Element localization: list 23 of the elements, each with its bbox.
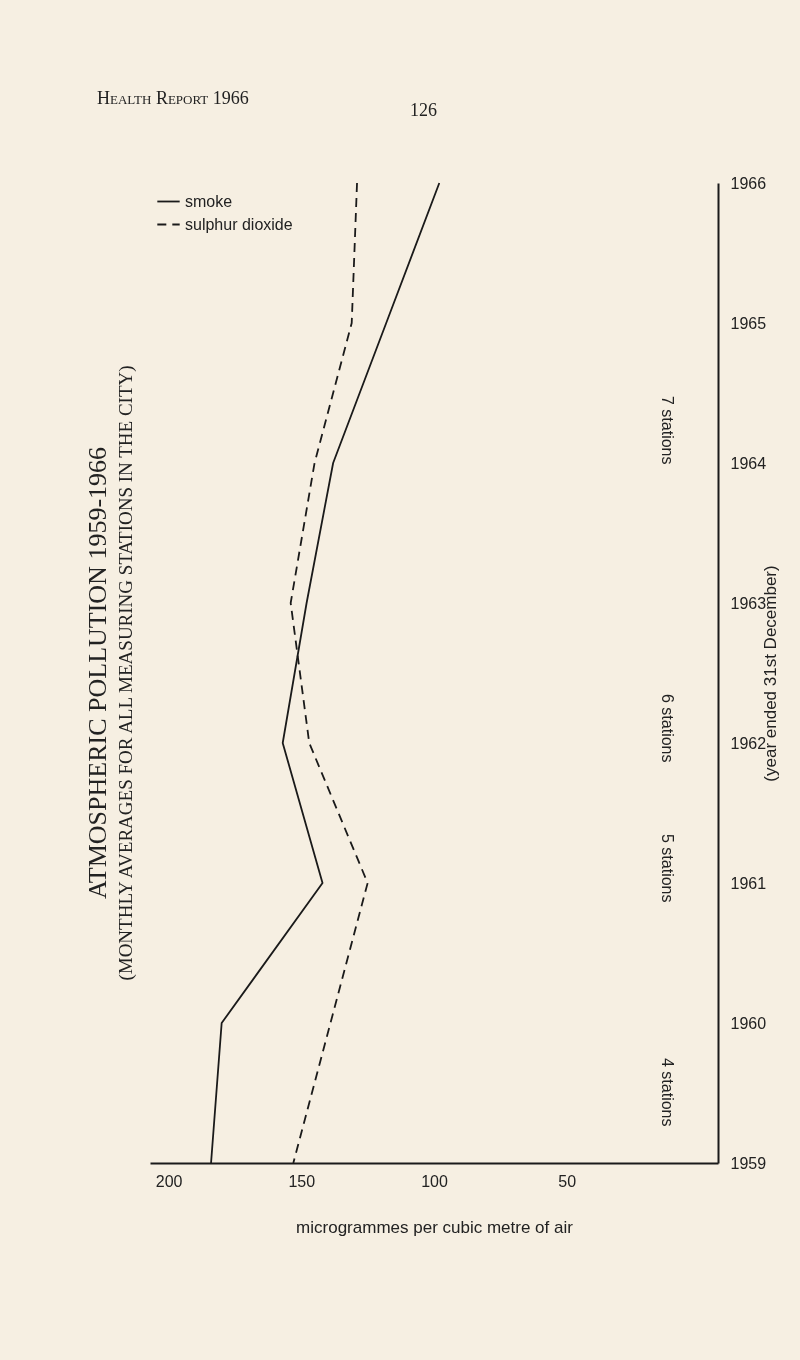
legend-label: sulphur dioxide <box>185 215 293 233</box>
y-tick-label: 1960 <box>730 1014 767 1032</box>
x-tick-label: 150 <box>288 1172 316 1190</box>
x-tick-label: 200 <box>155 1172 183 1190</box>
y-tick-label: 1963 <box>730 594 767 612</box>
text: ATMOSPHERIC POLLUTION 1959-1966 <box>83 446 112 900</box>
x-tick-label: 50 <box>558 1172 577 1190</box>
annotation: 7 stations <box>658 396 676 465</box>
y-tick-label: 1965 <box>730 314 767 332</box>
y-tick-label: 1962 <box>730 734 767 752</box>
text: Health Report 1966 <box>97 88 249 109</box>
x-tick-label: 100 <box>421 1172 448 1190</box>
x-axis-title: microgrammes per cubic metre of air <box>296 1217 574 1237</box>
annotation: 6 stations <box>658 694 676 763</box>
y-tick-label: 1961 <box>730 874 767 892</box>
y-tick-label: 1959 <box>730 1154 767 1172</box>
y-tick-label: 1964 <box>730 454 767 472</box>
text: (MONTHLY AVERAGES FOR ALL MEASURING STATIONS IN THE CITY) <box>115 365 137 981</box>
text: 126 <box>410 100 437 121</box>
y-tick-label: 1966 <box>730 174 767 192</box>
annotation: 4 stations <box>658 1058 676 1127</box>
legend-label: smoke <box>185 192 233 210</box>
annotation: 5 stations <box>658 834 676 903</box>
